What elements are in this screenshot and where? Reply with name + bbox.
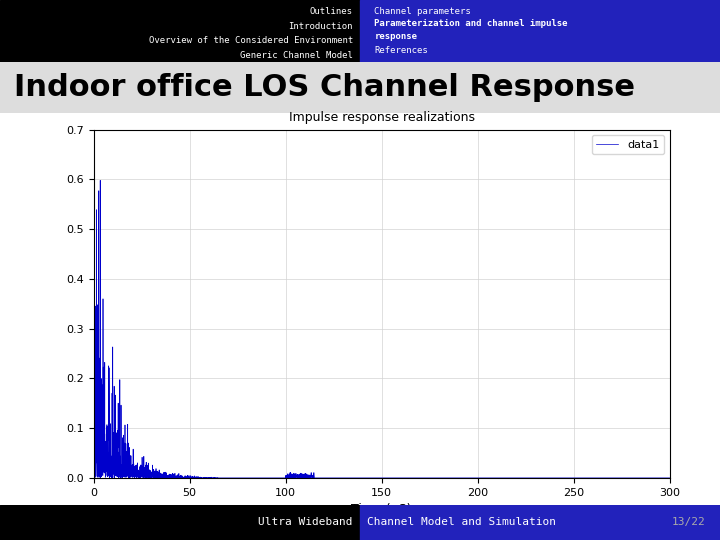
data1: [348, 475, 356, 481]
data1: [229, 475, 238, 481]
data1: [226, 475, 235, 481]
Text: Indoor office LOS Channel Response: Indoor office LOS Channel Response: [14, 73, 635, 102]
Text: Generic Channel Model: Generic Channel Model: [240, 51, 353, 60]
Text: response: response: [374, 31, 418, 40]
Line: data1: data1: [94, 180, 670, 478]
data1: [665, 475, 674, 481]
Legend: data1: data1: [592, 135, 664, 154]
Text: Ultra Wideband: Ultra Wideband: [258, 517, 353, 528]
data1: [96, 177, 104, 184]
Bar: [0, 505, 360, 540]
data1: [223, 475, 232, 481]
Text: Overview of the Considered Environment: Overview of the Considered Environment: [148, 37, 353, 45]
data1: [214, 475, 222, 481]
X-axis label: Time (nS): Time (nS): [351, 503, 412, 516]
Text: References: References: [374, 46, 428, 56]
data1: [661, 475, 670, 481]
data1: [89, 451, 98, 457]
Text: Channel parameters: Channel parameters: [374, 6, 471, 16]
Text: Outlines: Outlines: [310, 6, 353, 16]
Title: Impulse response realizations: Impulse response realizations: [289, 111, 474, 124]
Text: 13/22: 13/22: [672, 517, 706, 528]
Text: Channel Model and Simulation: Channel Model and Simulation: [367, 517, 557, 528]
Text: Parameterization and channel impulse: Parameterization and channel impulse: [374, 19, 568, 28]
Bar: [0, 0, 360, 62]
data1: [307, 474, 315, 480]
Bar: [360, 0, 720, 62]
Text: Introduction: Introduction: [288, 22, 353, 31]
Bar: [360, 505, 720, 540]
